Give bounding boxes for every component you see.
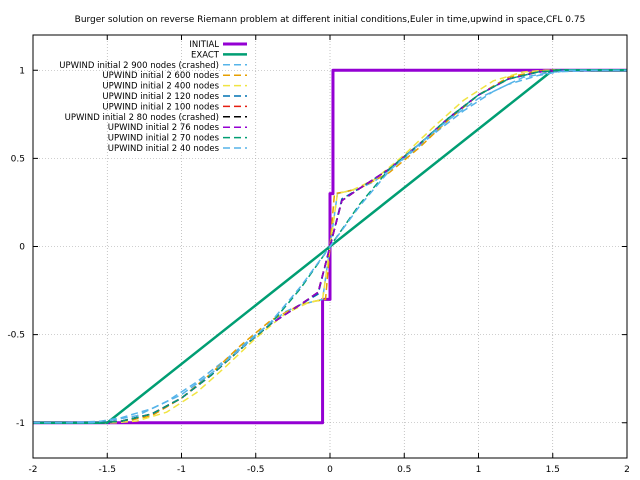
x-tick-label: 1 xyxy=(476,465,482,475)
y-tick-label: 1 xyxy=(19,66,25,76)
y-tick-label: 0.5 xyxy=(11,154,25,164)
y-tick-label: -0.5 xyxy=(7,331,25,341)
x-tick-label: -0.5 xyxy=(247,465,265,475)
legend-label: UPWIND initial 2 40 nodes xyxy=(108,144,220,154)
x-tick-label: 2 xyxy=(624,465,630,475)
legend-label: UPWIND initial 2 100 nodes xyxy=(102,102,219,112)
legend-label: INITIAL xyxy=(189,40,219,50)
legend-label: UPWIND initial 2 76 nodes xyxy=(108,123,220,133)
legend-label: UPWIND initial 2 80 nodes (crashed) xyxy=(65,113,219,123)
x-tick-label: 0 xyxy=(327,465,333,475)
series-line-upwind-initial-2-76-nodes xyxy=(33,69,627,424)
chart-title: Burger solution on reverse Riemann probl… xyxy=(75,15,586,25)
x-tick-label: -1.5 xyxy=(98,465,116,475)
legend-label: EXACT xyxy=(191,50,220,60)
x-tick-label: -1 xyxy=(177,465,186,475)
legend-label: UPWIND initial 2 400 nodes xyxy=(102,82,219,92)
legend-label: UPWIND initial 2 600 nodes xyxy=(102,71,219,81)
y-tick-label: -1 xyxy=(16,419,25,429)
legend-label: UPWIND initial 2 120 nodes xyxy=(102,92,219,102)
x-tick-label: -2 xyxy=(29,465,38,475)
plot-border xyxy=(32,34,628,459)
series-line-upwind-initial-2-400-nodes xyxy=(33,69,627,424)
x-tick-label: 1.5 xyxy=(546,465,560,475)
y-tick-label: 0 xyxy=(19,243,25,253)
series-line-upwind-initial-2-40-nodes xyxy=(33,69,627,424)
axis-ticks: -2 -1.5 -1 -0.5 0 0.5 1 1.5 2 -1 -0.5 0 0.5 1 xyxy=(7,35,630,475)
x-tick-label: 0.5 xyxy=(397,465,411,475)
legend-label: UPWIND initial 2 70 nodes xyxy=(108,134,220,144)
series-layer xyxy=(33,68,627,425)
legend-label: UPWIND initial 2 900 nodes (crashed) xyxy=(59,61,219,71)
